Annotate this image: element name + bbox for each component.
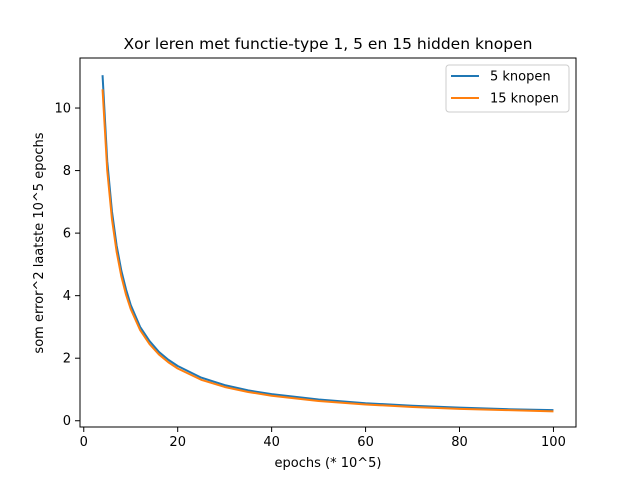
chart-title: Xor leren met functie-type 1, 5 en 15 hi…	[124, 35, 533, 53]
x-tick-label: 60	[357, 435, 374, 450]
x-tick-label: 20	[169, 435, 186, 450]
y-tick-label: 10	[54, 102, 71, 117]
series-line-2	[101, 89, 554, 413]
axes-layer: 0 20 40 60 80 100 0 2 4 6 8 10	[54, 57, 577, 450]
y-axis-title: som error^2 laatste 10^5 epochs	[32, 132, 47, 353]
legend-label-2: 15 knopen	[490, 92, 559, 107]
y-tick-label: 8	[63, 164, 71, 179]
x-tick-label: 100	[541, 435, 566, 450]
x-tick-label: 0	[80, 435, 88, 450]
legend: 5 knopen 15 knopen	[445, 64, 570, 113]
legend-label-1: 5 knopen	[490, 70, 551, 85]
y-tick-label: 4	[63, 289, 71, 304]
y-tick-label: 2	[63, 352, 71, 367]
x-axis-title: epochs (* 10^5)	[275, 456, 382, 471]
x-tick-label: 40	[263, 435, 280, 450]
y-tick-label: 0	[63, 414, 71, 429]
series-layer	[101, 75, 554, 413]
plot-frame	[79, 57, 577, 428]
y-tick-label: 6	[63, 227, 71, 242]
x-tick-label: 80	[451, 435, 468, 450]
series-line-1	[101, 75, 554, 412]
